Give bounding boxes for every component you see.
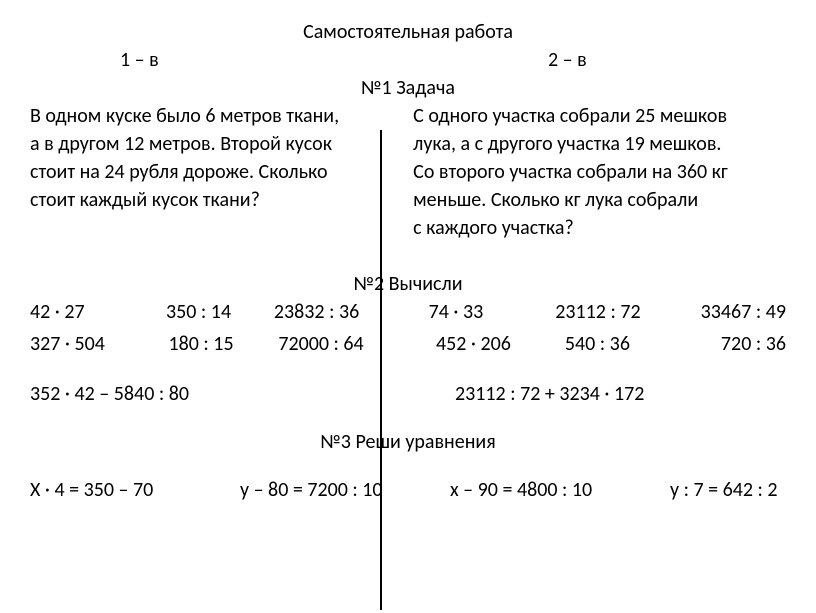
equation: x – 90 = 4800 : 10 bbox=[450, 478, 670, 502]
task2-row2: 327 · 504 180 : 15 72000 : 64 452 · 206 … bbox=[30, 330, 786, 358]
task3-section: №3 Реши уравнения X · 4 = 350 – 70 y – 8… bbox=[30, 430, 786, 502]
task1-left: В одном куске было 6 метров ткани, а в д… bbox=[30, 102, 383, 242]
task1-left-line: стоит каждый кусок ткани? bbox=[30, 186, 383, 214]
calc-expr: 540 : 36 bbox=[565, 330, 713, 358]
task1-left-line: а в другом 12 метров. Второй кусок bbox=[30, 130, 383, 158]
task1-header: №1 Задача bbox=[30, 76, 786, 100]
task3-equations: X · 4 = 350 – 70 y – 80 = 7200 : 10 x – … bbox=[30, 478, 786, 502]
equation: X · 4 = 350 – 70 bbox=[30, 478, 240, 502]
calc-expr: 452 · 206 bbox=[436, 330, 565, 358]
calc-expr: 74 · 33 bbox=[429, 298, 556, 326]
task1-columns: В одном куске было 6 метров ткани, а в д… bbox=[30, 102, 786, 242]
task3-header: №3 Реши уравнения bbox=[30, 430, 786, 454]
calc-expr: 352 · 42 – 5840 : 80 bbox=[30, 382, 455, 406]
calc-expr: 42 · 27 bbox=[30, 298, 166, 326]
variant-2: 2 – в bbox=[408, 48, 786, 72]
task2-header: №2 Вычисли bbox=[30, 272, 786, 296]
calc-expr: 180 : 15 bbox=[169, 330, 279, 358]
calc-expr: 350 : 14 bbox=[166, 298, 274, 326]
equation: y : 7 = 642 : 2 bbox=[670, 478, 778, 502]
task1-right-line: с каждого участка? bbox=[413, 214, 786, 242]
task2-row3: 352 · 42 – 5840 : 80 23112 : 72 + 3234 ·… bbox=[30, 382, 786, 406]
page-title: Самостоятельная работа bbox=[30, 20, 786, 44]
variant-1: 1 – в bbox=[30, 48, 408, 72]
calc-expr: 23112 : 72 bbox=[555, 298, 700, 326]
task1-right-line: лука, а с другого участка 19 мешков. bbox=[413, 130, 786, 158]
calc-expr: 33467 : 49 bbox=[701, 298, 786, 326]
calc-expr: 23832 : 36 bbox=[274, 298, 429, 326]
task1-right: С одного участка собрали 25 мешков лука,… bbox=[403, 102, 786, 242]
task2-section: №2 Вычисли 42 · 27 350 : 14 23832 : 36 7… bbox=[30, 272, 786, 406]
task1-right-line: меньше. Сколько кг лука собрали bbox=[413, 186, 786, 214]
task1-left-line: стоит на 24 рубля дороже. Сколько bbox=[30, 158, 383, 186]
calc-expr: 23112 : 72 + 3234 · 172 bbox=[455, 382, 644, 406]
task2-row1: 42 · 27 350 : 14 23832 : 36 74 · 33 2311… bbox=[30, 298, 786, 326]
calc-expr: 327 · 504 bbox=[30, 330, 169, 358]
calc-expr: 72000 : 64 bbox=[278, 330, 436, 358]
task1-right-line: Со второго участка собрали на 360 кг bbox=[413, 158, 786, 186]
equation: y – 80 = 7200 : 10 bbox=[240, 478, 450, 502]
calc-expr: 720 : 36 bbox=[713, 330, 786, 358]
task1-right-line: С одного участка собрали 25 мешков bbox=[413, 102, 786, 130]
task1-left-line: В одном куске было 6 метров ткани, bbox=[30, 102, 383, 130]
variants-row: 1 – в 2 – в bbox=[30, 48, 786, 72]
